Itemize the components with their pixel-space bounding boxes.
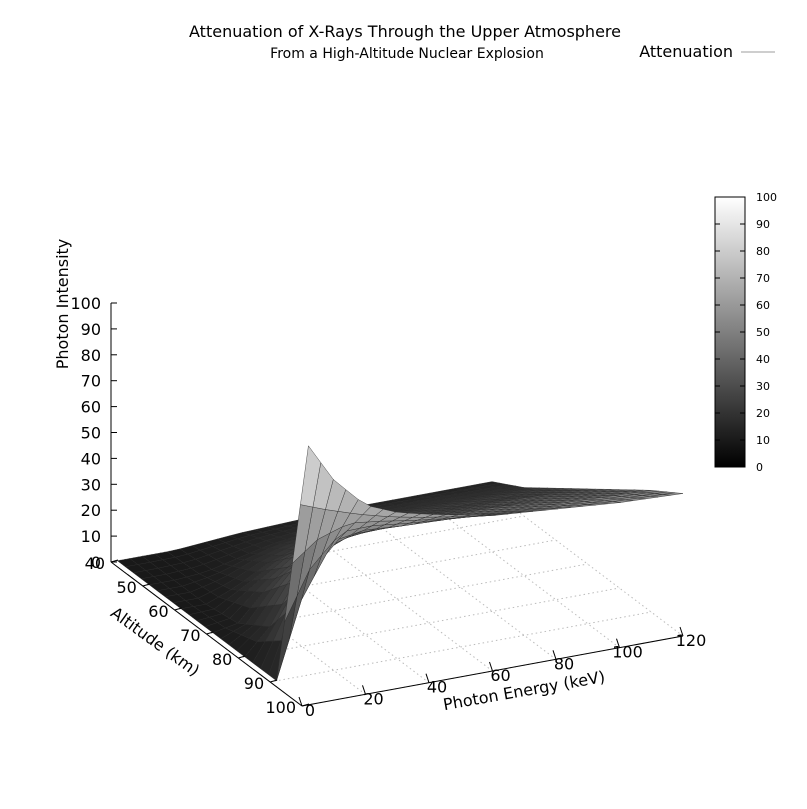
colorbar-tick-label: 30 [756, 380, 770, 393]
y-tick-label: 90 [244, 674, 264, 693]
grid-line-altitude-90 [270, 611, 652, 683]
x-tick-mark [552, 650, 557, 660]
y-tick-label: 60 [148, 602, 168, 621]
colorbar-tick-label: 80 [756, 245, 770, 258]
y-tick-mark [174, 607, 182, 611]
colorbar-tick-label: 90 [756, 218, 770, 231]
z-tick-label: 0 [91, 553, 101, 572]
x-tick-label: 100 [612, 643, 643, 662]
x-tick-label: 120 [676, 631, 707, 650]
surface-cell [300, 445, 322, 508]
legend-label: Attenuation [639, 42, 733, 61]
z-tick-label: 90 [81, 320, 101, 339]
y-tick-mark [142, 583, 150, 587]
x-tick-label: 20 [363, 689, 383, 708]
z-tick-label: 80 [81, 346, 101, 365]
colorbar-ticks: 0 10 20 30 40 50 60 70 80 90 100 [715, 191, 777, 474]
z-tick-label: 60 [81, 398, 101, 417]
colorbar-tick-label: 100 [756, 191, 777, 204]
grid-line-altitude-80 [238, 587, 620, 659]
z-tick-label: 40 [81, 449, 101, 468]
y-tick-label: 50 [116, 578, 136, 597]
grid-line-energy-80 [364, 514, 557, 660]
z-axis-ticks: 0 10 20 30 40 50 60 70 80 90 100 [70, 294, 117, 572]
z-axis-label: Photon Intensity [53, 239, 72, 370]
colorbar-tick-label: 50 [756, 326, 770, 339]
grid-line-altitude-70 [206, 563, 588, 635]
colorbar-tick-label: 0 [756, 461, 763, 474]
z-tick-label: 30 [81, 475, 101, 494]
colorbar-tick-label: 10 [756, 434, 770, 447]
y-tick-label: 80 [212, 650, 232, 669]
z-tick-label: 10 [81, 527, 101, 546]
y-tick-label: 100 [265, 698, 296, 717]
grid-line-altitude-50 [142, 515, 524, 587]
x-tick-label: 60 [490, 666, 510, 685]
z-tick-label: 100 [70, 294, 101, 313]
x-tick-mark [679, 626, 684, 637]
y-tick-mark [301, 703, 310, 707]
x-axis-label: Photon Energy (keV) [442, 667, 607, 714]
x-tick-label: 0 [305, 701, 315, 720]
colorbar-tick-label: 60 [756, 299, 770, 312]
x-tick-mark [362, 685, 366, 695]
y-tick-label: 70 [180, 626, 200, 645]
z-tick-label: 70 [81, 372, 101, 391]
chart-subtitle: From a High-Altitude Nuclear Explosion [270, 46, 544, 62]
x-axis-ticks: 0 20 40 60 80 100 120 [298, 626, 707, 720]
chart-title: Attenuation of X-Rays Through the Upper … [189, 22, 621, 41]
y-tick-mark [238, 655, 246, 659]
grid-line-altitude-60 [174, 539, 556, 611]
surface-mesh [116, 445, 684, 682]
z-tick-label: 50 [81, 424, 101, 443]
grid-line-energy-100 [428, 503, 620, 649]
y-tick-mark [270, 679, 278, 683]
colorbar-tick-label: 20 [756, 407, 770, 420]
colorbar-tick-label: 70 [756, 272, 770, 285]
y-tick-label: 40 [85, 554, 105, 573]
x-tick-label: 80 [554, 654, 574, 673]
x-tick-mark [616, 638, 620, 648]
x-tick-mark [298, 696, 303, 707]
y-tick-mark [206, 631, 214, 635]
x-tick-label: 40 [427, 678, 447, 697]
z-tick-label: 20 [81, 501, 101, 520]
x-tick-mark [425, 673, 430, 683]
x-tick-mark [489, 661, 493, 672]
colorbar-tick-label: 40 [756, 353, 770, 366]
